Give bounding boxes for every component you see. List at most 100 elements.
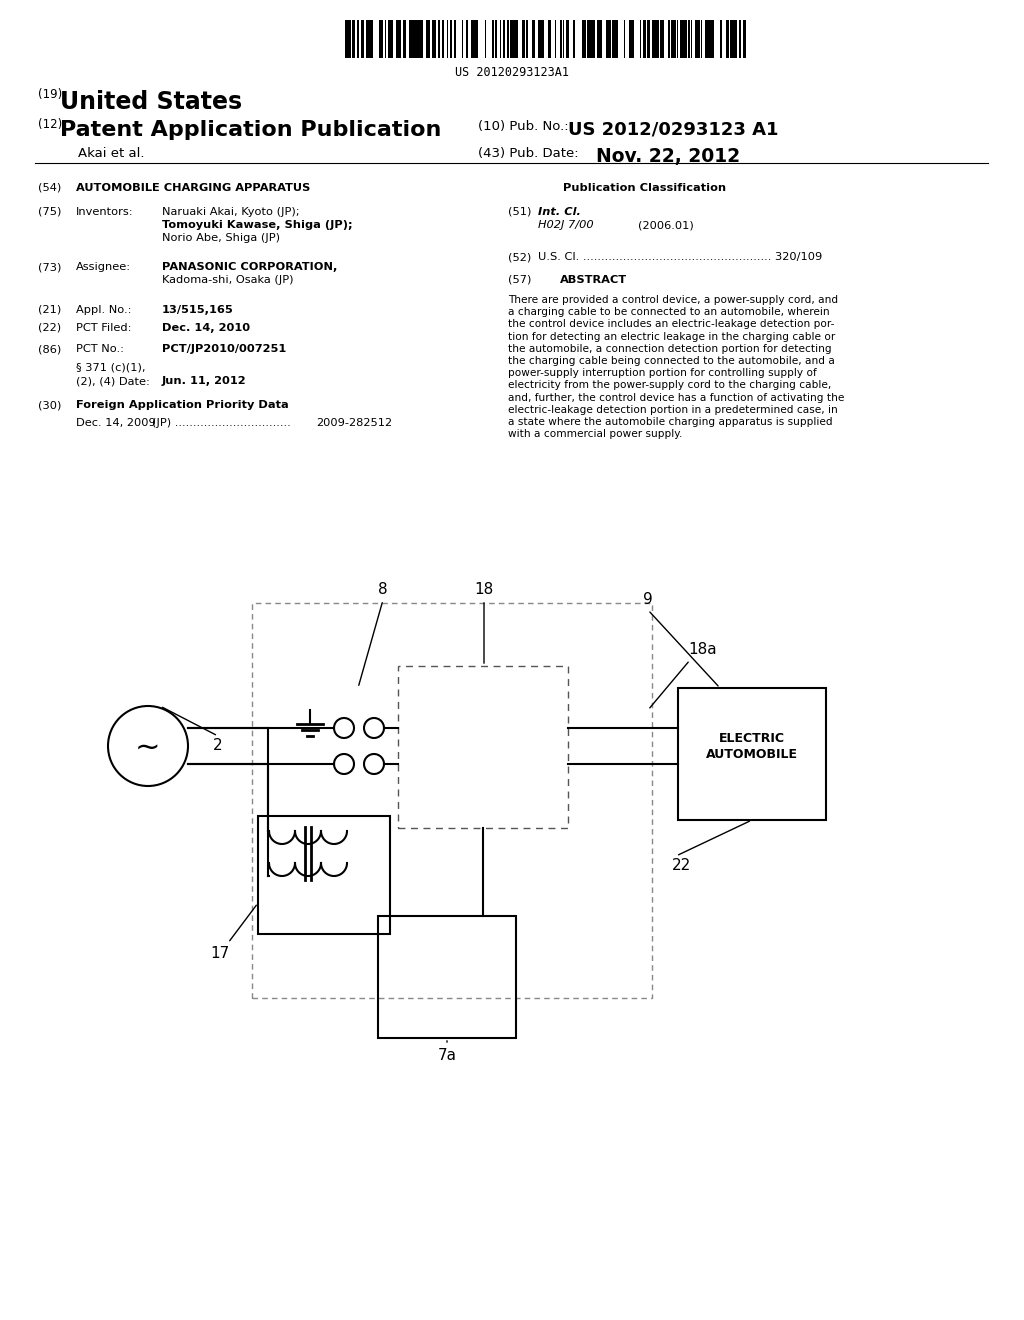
Text: (2), (4) Date:: (2), (4) Date: — [76, 376, 150, 385]
Bar — [390, 20, 393, 58]
Text: (73): (73) — [38, 261, 61, 272]
Bar — [353, 20, 355, 58]
Text: 7a: 7a — [437, 1048, 457, 1063]
Text: electric-leakage detection portion in a predetermined case, in: electric-leakage detection portion in a … — [508, 405, 838, 414]
Text: ELECTRIC: ELECTRIC — [719, 731, 785, 744]
Text: (52): (52) — [508, 252, 531, 261]
Text: PCT/JP2010/007251: PCT/JP2010/007251 — [162, 345, 287, 354]
Text: (57): (57) — [508, 275, 531, 285]
Bar — [398, 20, 400, 58]
Bar — [432, 20, 433, 58]
Text: Akai et al.: Akai et al. — [78, 147, 144, 160]
Bar — [711, 20, 714, 58]
Bar — [384, 20, 386, 58]
Bar — [368, 20, 370, 58]
Text: the automobile, a connection detection portion for detecting: the automobile, a connection detection p… — [508, 343, 831, 354]
Bar — [583, 20, 585, 58]
Bar — [605, 20, 608, 58]
Text: (JP) ................................: (JP) ................................ — [152, 418, 291, 428]
Text: Naruaki Akai, Kyoto (JP);: Naruaki Akai, Kyoto (JP); — [162, 207, 300, 216]
Bar — [522, 20, 524, 58]
Bar — [729, 20, 732, 58]
Bar — [671, 20, 673, 58]
Bar — [683, 20, 686, 58]
Bar — [662, 20, 664, 58]
Bar — [381, 20, 382, 58]
Bar — [647, 20, 648, 58]
Text: Nov. 22, 2012: Nov. 22, 2012 — [596, 147, 740, 166]
Bar — [258, 816, 390, 935]
Bar — [388, 20, 390, 58]
Text: 13/515,165: 13/515,165 — [162, 305, 233, 315]
Bar — [476, 20, 477, 58]
Bar — [549, 20, 551, 58]
Bar — [678, 688, 826, 820]
Bar — [597, 20, 599, 58]
Text: 2: 2 — [213, 738, 223, 754]
Text: 22: 22 — [672, 858, 691, 874]
Bar — [572, 20, 574, 58]
Bar — [454, 20, 456, 58]
Bar — [403, 20, 406, 58]
Text: Assignee:: Assignee: — [76, 261, 131, 272]
Text: 18a: 18a — [688, 643, 717, 657]
Bar — [615, 20, 616, 58]
Bar — [656, 20, 657, 58]
Text: the control device includes an electric-leakage detection por-: the control device includes an electric-… — [508, 319, 835, 330]
Bar — [526, 20, 528, 58]
Text: (30): (30) — [38, 400, 61, 411]
Text: power-supply interruption portion for controlling supply of: power-supply interruption portion for co… — [508, 368, 817, 379]
Bar — [592, 20, 595, 58]
Bar — [720, 20, 722, 58]
Bar — [734, 20, 736, 58]
Text: PANASONIC CORPORATION,: PANASONIC CORPORATION, — [162, 261, 337, 272]
Text: (19): (19) — [38, 88, 62, 102]
Bar — [538, 20, 541, 58]
Text: 2009-282512: 2009-282512 — [316, 418, 392, 428]
Text: with a commercial power supply.: with a commercial power supply. — [508, 429, 682, 440]
Text: and, further, the control device has a function of activating the: and, further, the control device has a f… — [508, 392, 845, 403]
Text: Inventors:: Inventors: — [76, 207, 133, 216]
Bar — [412, 20, 414, 58]
Bar — [624, 20, 625, 58]
Bar — [700, 20, 702, 58]
Bar — [503, 20, 505, 58]
Bar — [705, 20, 707, 58]
Text: (10) Pub. No.:: (10) Pub. No.: — [478, 120, 568, 133]
Text: § 371 (c)(1),: § 371 (c)(1), — [76, 363, 145, 374]
Text: a state where the automobile charging apparatus is supplied: a state where the automobile charging ap… — [508, 417, 833, 426]
Bar — [677, 20, 678, 58]
Bar — [433, 20, 435, 58]
Bar — [442, 20, 443, 58]
Text: 9: 9 — [643, 593, 653, 607]
Bar — [420, 20, 422, 58]
Bar — [632, 20, 634, 58]
Bar — [500, 20, 501, 58]
Text: U.S. Cl. .................................................... 320/109: U.S. Cl. ...............................… — [538, 252, 822, 261]
Bar — [629, 20, 631, 58]
Text: the charging cable being connected to the automobile, and a: the charging cable being connected to th… — [508, 356, 835, 366]
Text: (22): (22) — [38, 323, 61, 333]
Bar — [410, 20, 412, 58]
Bar — [660, 20, 662, 58]
Text: (54): (54) — [38, 183, 61, 193]
Bar — [474, 20, 476, 58]
Bar — [587, 20, 589, 58]
Bar — [589, 20, 591, 58]
Bar — [426, 20, 427, 58]
Bar — [398, 667, 568, 828]
Bar — [466, 20, 468, 58]
Text: Int. Cl.: Int. Cl. — [538, 207, 581, 216]
Text: Dec. 14, 2010: Dec. 14, 2010 — [162, 323, 250, 333]
Bar — [707, 20, 709, 58]
Text: Publication Classification: Publication Classification — [563, 183, 726, 193]
Bar — [347, 20, 350, 58]
Bar — [742, 20, 745, 58]
Bar — [709, 20, 710, 58]
Text: (86): (86) — [38, 345, 61, 354]
Text: (75): (75) — [38, 207, 61, 216]
Bar — [654, 20, 656, 58]
Bar — [252, 603, 652, 998]
Bar — [515, 20, 517, 58]
Text: PCT Filed:: PCT Filed: — [76, 323, 131, 333]
